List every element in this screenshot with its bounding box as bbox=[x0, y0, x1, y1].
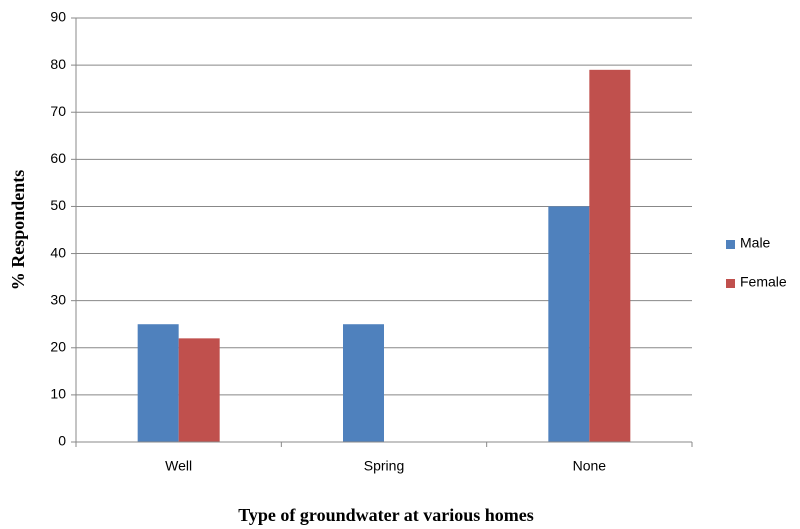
bar bbox=[589, 69, 631, 443]
legend-swatch bbox=[726, 240, 735, 249]
x-tick-label: Well bbox=[165, 458, 192, 474]
bar bbox=[137, 324, 179, 442]
x-tick-label: Spring bbox=[364, 458, 404, 474]
legend-label: Male bbox=[740, 235, 771, 251]
legend-label: Female bbox=[740, 274, 787, 290]
y-tick-label: 30 bbox=[50, 291, 66, 307]
y-tick-label: 80 bbox=[50, 56, 66, 72]
y-tick-label: 10 bbox=[50, 386, 66, 402]
y-tick-label: 40 bbox=[50, 244, 66, 260]
y-axis-title: % Respondents bbox=[8, 170, 28, 291]
bar bbox=[343, 324, 384, 442]
bar bbox=[178, 338, 220, 442]
y-tick-label: 90 bbox=[50, 9, 66, 25]
y-tick-label: 50 bbox=[50, 197, 66, 213]
x-tick-label: None bbox=[573, 458, 607, 474]
legend-swatch bbox=[726, 279, 735, 288]
y-tick-label: 0 bbox=[58, 433, 66, 449]
x-axis-title: Type of groundwater at various homes bbox=[238, 505, 534, 525]
bar bbox=[548, 206, 590, 442]
y-tick-label: 70 bbox=[50, 103, 66, 119]
y-tick-label: 60 bbox=[50, 150, 66, 166]
y-tick-label: 20 bbox=[50, 338, 66, 354]
